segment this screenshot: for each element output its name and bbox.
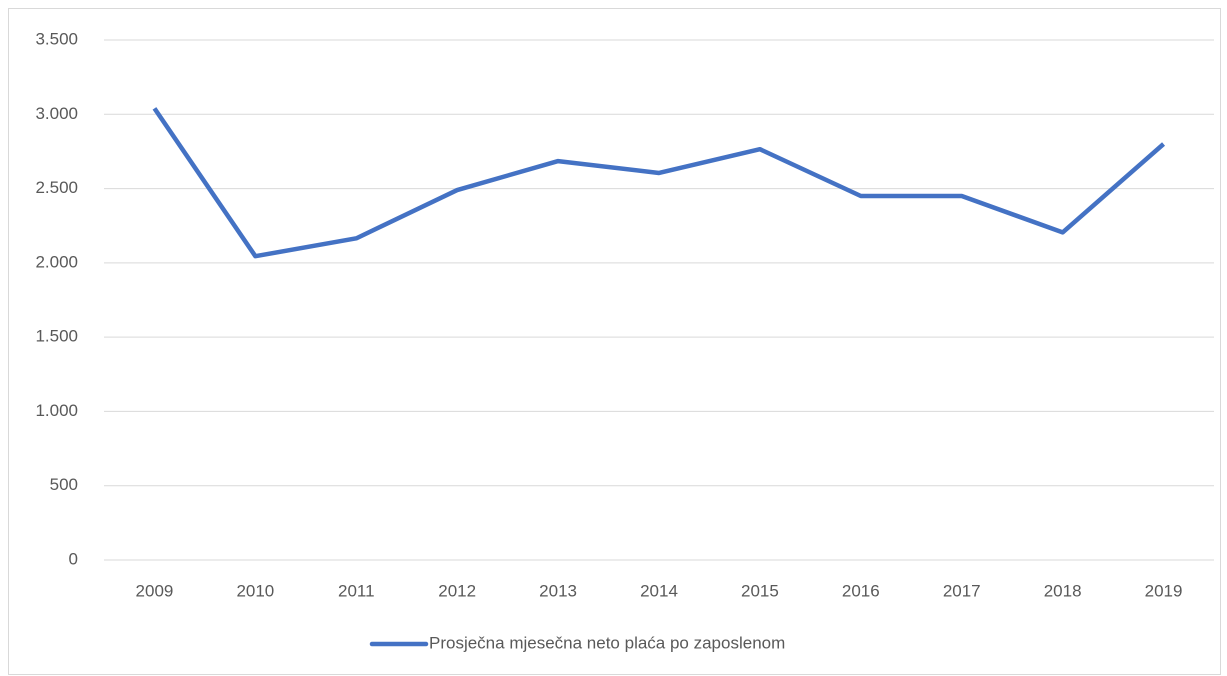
x-tick-label: 2019 [1145,581,1183,600]
y-tick-label: 3.500 [35,29,78,48]
y-tick-label: 3.000 [35,104,78,123]
y-tick-label: 2.000 [35,252,78,271]
x-tick-label: 2011 [338,581,375,600]
x-tick-label: 2014 [640,581,678,600]
legend-label: Prosječna mjesečna neto plaća po zaposle… [429,633,785,652]
x-tick-label: 2009 [136,581,174,600]
y-tick-label: 1.500 [35,327,78,346]
y-tick-label: 1.000 [35,401,78,420]
x-tick-label: 2010 [236,581,274,600]
y-tick-label: 500 [50,475,78,494]
x-tick-label: 2012 [438,581,476,600]
line-series [152,107,1166,259]
y-tick-label: 2.500 [35,178,78,197]
chart-border [8,8,1221,675]
x-tick-label: 2015 [741,581,779,600]
x-tick-label: 2013 [539,581,577,600]
x-tick-label: 2016 [842,581,880,600]
x-tick-label: 2018 [1044,581,1082,600]
x-tick-label: 2017 [943,581,981,600]
y-tick-label: 0 [69,549,78,568]
